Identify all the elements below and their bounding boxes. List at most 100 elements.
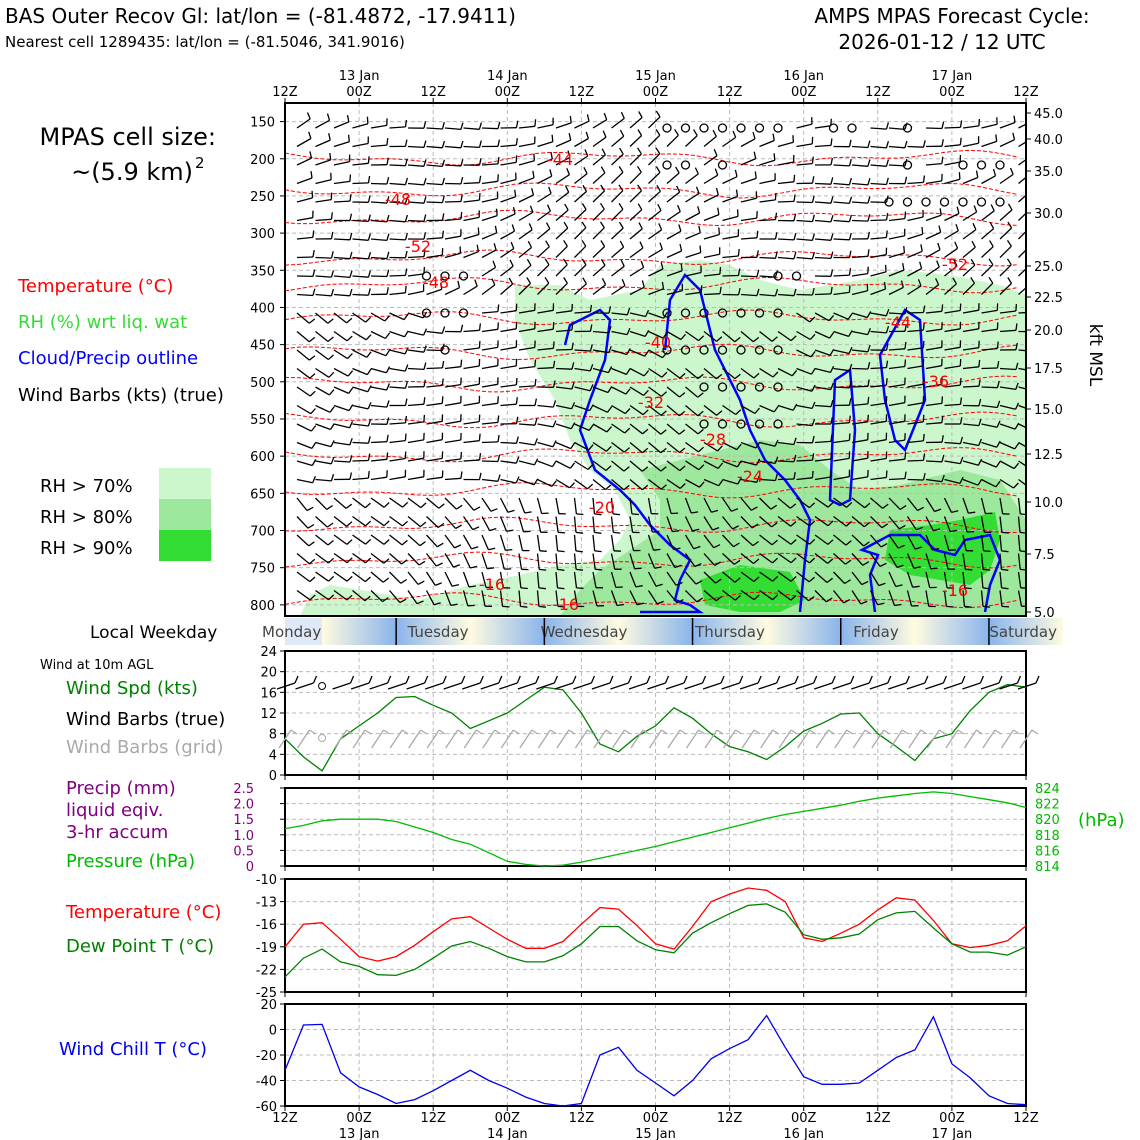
wind-barb-flag: [600, 166, 606, 174]
panel-ytick-label: -13: [256, 896, 277, 911]
wind-barb-flag: [885, 230, 888, 238]
wind-barb-flag: [790, 521, 797, 527]
wind-barb-staff: [943, 497, 952, 513]
wind-barb-staff: [333, 571, 348, 582]
wind-barb-flag: [713, 544, 721, 549]
wind-barb-flag: [1001, 531, 1009, 534]
wind-barb-true: [573, 682, 592, 690]
wind-barb-grid: [667, 729, 681, 749]
wind-barb-staff: [925, 590, 930, 607]
wind-barb-flag: [364, 595, 371, 602]
wind-barb-staff: [759, 293, 776, 297]
wind-barb-staff: [999, 404, 1016, 410]
wind-barb-staff: [555, 386, 572, 390]
wind-barb-flag: [328, 133, 331, 141]
wind-barb-staff: [906, 534, 916, 550]
wind-barb-flag: [467, 604, 475, 607]
wind-barb-staff: [796, 123, 813, 129]
wind-barb-flag: [423, 328, 428, 336]
wind-barb-staff: [611, 423, 626, 434]
wind-barb-staff: [611, 285, 626, 296]
wind-barb-staff: [481, 421, 498, 425]
wind-barb-flag: [625, 368, 631, 375]
wind-barb-staff: [611, 208, 624, 221]
wind-barb-flag: [848, 250, 852, 258]
wind-barb-staff: [666, 590, 678, 604]
wind-barb-staff: [981, 367, 998, 370]
wind-barb-flag: [524, 511, 532, 514]
wind-barb-staff: [370, 497, 385, 508]
wind-barb-grid: [463, 729, 477, 749]
wind-barb-staff: [740, 534, 754, 547]
wind-barb-flag: [656, 600, 664, 605]
top-date-label: 13 Jan: [339, 69, 380, 84]
wind-barb-staff: [389, 201, 406, 205]
calm-wind-circle: [773, 382, 783, 392]
wind-barb-flag: [570, 442, 576, 449]
weekday-label: Saturday: [989, 623, 1057, 641]
wind-barb-flag: [867, 159, 871, 167]
wind-barb-flag: [982, 605, 990, 608]
cloud-outline-path: [563, 308, 704, 614]
wind-barb-flag: [885, 470, 888, 478]
wind-barb-flag: [505, 548, 513, 551]
wind-barb-flag: [698, 225, 701, 233]
wind-barb-staff: [870, 288, 886, 296]
wind-barb-flag: [793, 471, 796, 480]
wind-barb-flag: [603, 112, 608, 120]
wind-barb-staff: [518, 160, 535, 166]
wind-barb-staff: [370, 124, 387, 129]
wind-barb-staff: [685, 460, 700, 471]
wind-barb-staff: [851, 255, 869, 259]
wind-barb-flag: [606, 406, 613, 413]
wind-barb-staff: [537, 347, 554, 351]
wind-barb-flag: [404, 158, 408, 166]
wind-barb-staff: [833, 386, 850, 389]
wind-barb-staff: [777, 404, 794, 411]
wind-barb-flag: [1013, 115, 1016, 123]
wind-barb-flag: [582, 277, 587, 285]
wind-barb-staff: [296, 217, 313, 222]
wind-barb-grid: [926, 729, 940, 749]
wind-barb-staff: [981, 282, 994, 295]
wind-barb-flag: [753, 576, 760, 582]
wind-barb-staff: [555, 310, 572, 314]
wind-barb-flag: [404, 285, 407, 293]
wind-barb-flag: [922, 473, 926, 481]
wind-barb-flag: [312, 249, 315, 258]
wind-barb-flag: [718, 227, 721, 235]
wind-barb-staff: [870, 497, 884, 509]
wind-barb-staff: [833, 457, 850, 462]
wind-barb-staff: [944, 403, 961, 407]
wind-speed-line: [284, 683, 1027, 772]
wind-barb-staff: [555, 264, 568, 277]
wind-barb-flag: [515, 120, 519, 128]
wind-barb-staff: [833, 553, 846, 565]
wind-barb-staff: [796, 330, 811, 341]
wind-barb-true-flag: [831, 675, 836, 684]
wind-barb-staff: [574, 441, 589, 451]
wind-barb-staff: [925, 497, 936, 512]
wind-barb-staff: [648, 134, 661, 147]
wind-barb-staff: [943, 571, 948, 588]
wind-barb-flag: [347, 134, 350, 142]
wind-barb-flag: [623, 484, 630, 491]
wind-barb-flag: [921, 227, 924, 235]
wind-barb-staff: [537, 158, 553, 166]
isotherm-label: -16: [479, 575, 505, 594]
wind-barb-staff: [536, 571, 540, 588]
wind-barb-flag: [809, 557, 816, 564]
wind-barb-flag: [848, 232, 852, 240]
wind-barb-flag: [922, 323, 925, 331]
wind-barb-flag: [1007, 277, 1013, 284]
wind-barb-flag: [589, 344, 593, 352]
wind-barb-staff: [796, 423, 813, 427]
wind-barb-staff: [315, 179, 332, 185]
wind-barb-staff: [962, 125, 979, 129]
wind-barb-flag: [589, 384, 594, 391]
wind-barb-staff: [851, 421, 868, 425]
wind-barb-grid-flag: [957, 729, 965, 735]
wind-barb-staff: [833, 201, 850, 205]
wind-barb-staff: [943, 553, 949, 570]
wind-barb-staff: [629, 367, 645, 377]
